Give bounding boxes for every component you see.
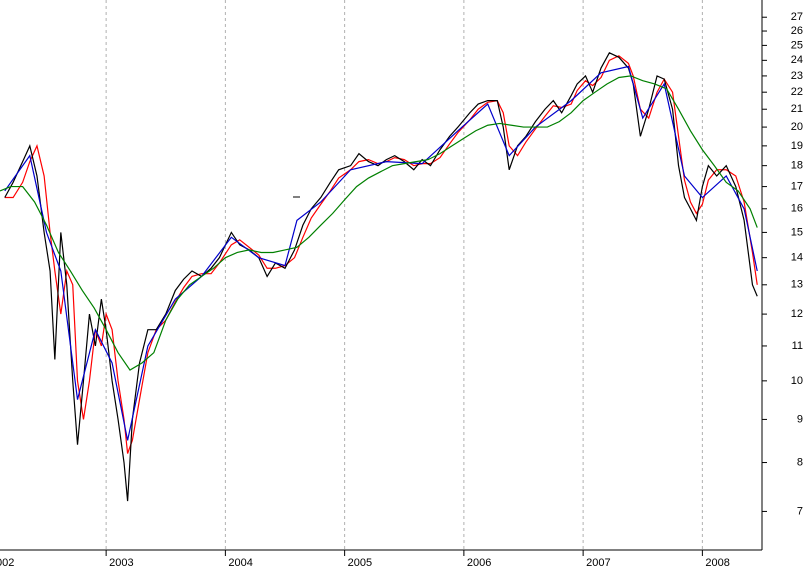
- series-line: [0, 75, 758, 371]
- y-tick-label: 12: [791, 308, 803, 320]
- y-tick-label: 20: [791, 121, 803, 133]
- y-tick-label: 11: [792, 340, 803, 352]
- y-tick-label: 13: [791, 279, 803, 291]
- y-tick-label: 15: [791, 226, 803, 238]
- y-tick-label: 19: [791, 140, 803, 152]
- x-tick-label: 2002: [0, 557, 14, 569]
- x-tick-label: 2007: [586, 557, 610, 569]
- series-line: [4, 52, 758, 502]
- y-tick-label: 17: [791, 180, 803, 192]
- y-tick-label: 23: [791, 70, 803, 82]
- y-tick-label: 7: [797, 505, 803, 517]
- x-tick-label: 2006: [467, 557, 491, 569]
- y-tick-label: 25: [791, 39, 803, 51]
- y-tick-label: 16: [791, 203, 803, 215]
- x-tick-label: 2008: [705, 557, 729, 569]
- x-tick-label: 2003: [109, 557, 133, 569]
- y-tick-label: 8: [797, 456, 803, 468]
- x-tick-label: 2005: [348, 557, 372, 569]
- y-tick-label: 24: [791, 54, 803, 66]
- y-tick-label: 18: [791, 160, 803, 172]
- y-tick-label: 22: [791, 86, 803, 98]
- y-tick-label: 14: [791, 252, 803, 264]
- x-tick-label: 2004: [228, 557, 252, 569]
- series-line: [4, 65, 758, 441]
- series-line: [4, 55, 758, 454]
- y-tick-label: 9: [797, 413, 803, 425]
- y-tick-label: 27: [791, 11, 803, 23]
- y-tick-label: 10: [791, 375, 803, 387]
- y-tick-label: 21: [791, 103, 803, 115]
- y-tick-label: 26: [791, 25, 803, 37]
